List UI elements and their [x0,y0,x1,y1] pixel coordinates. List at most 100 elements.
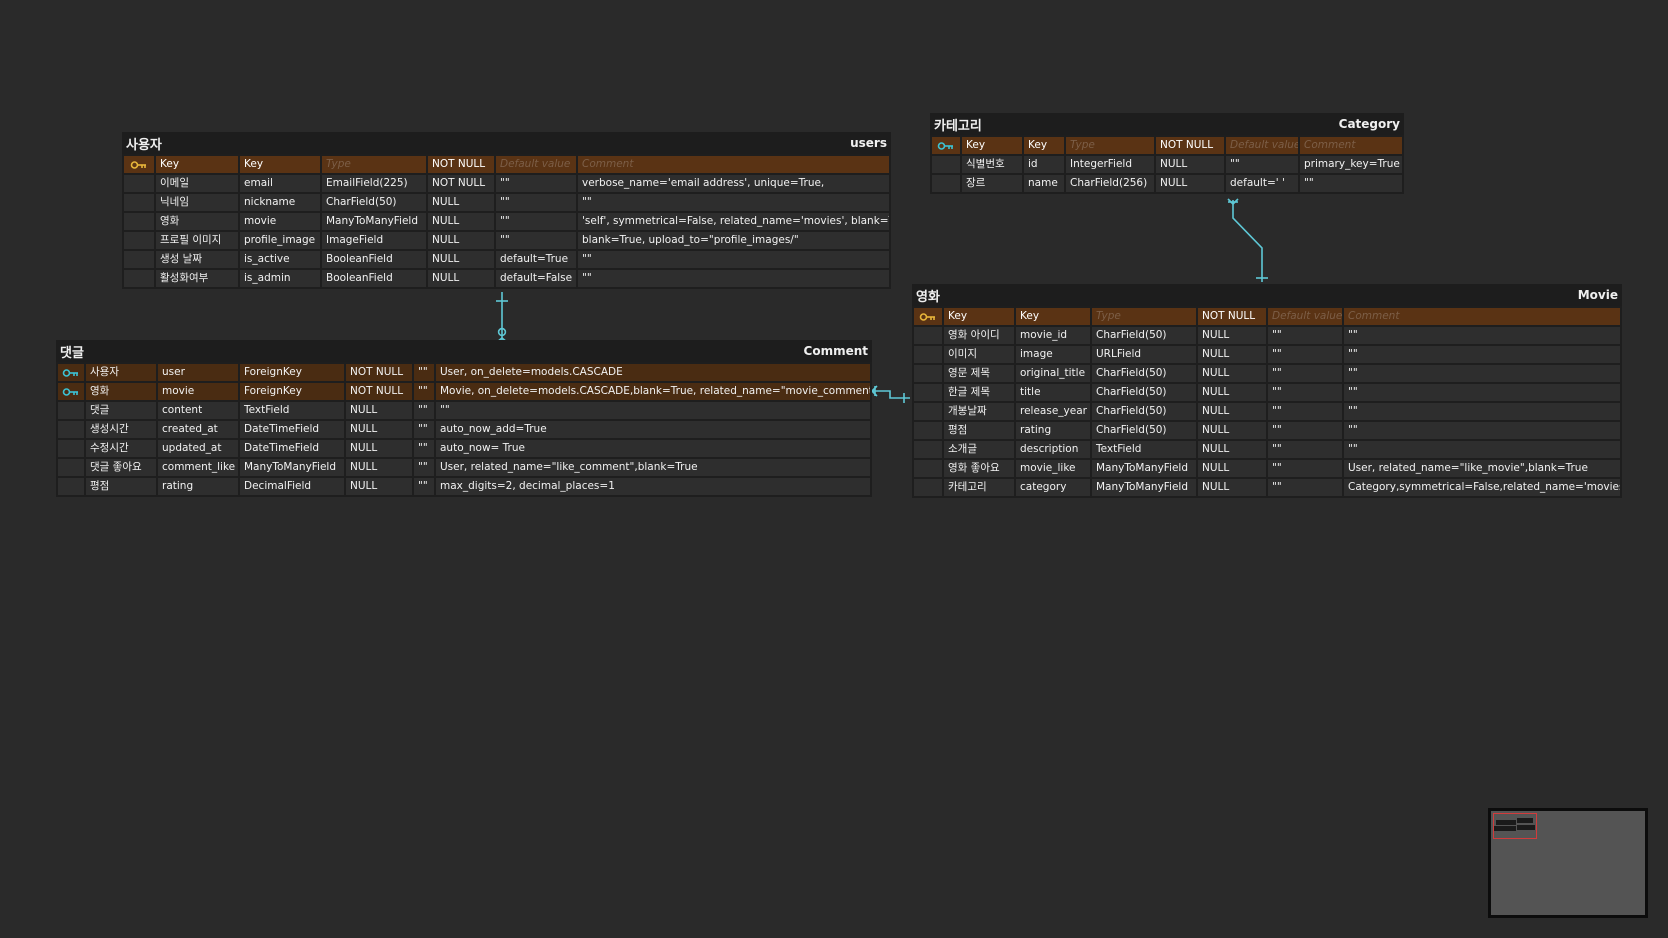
field-comment[interactable]: Category,symmetrical=False,related_name=… [1344,479,1620,496]
field-comment[interactable]: User, related_name="like_comment",blank=… [436,459,870,476]
field-default[interactable]: default=True [496,251,576,268]
column-header-default[interactable]: Default value [496,156,576,173]
field-row[interactable]: 영화 좋아요 movie_like ManyToManyField NULL "… [914,460,1620,477]
field-type[interactable]: DecimalField [240,478,344,495]
field-type[interactable]: CharField(50) [322,194,426,211]
field-row[interactable]: 평점 rating CharField(50) NULL "" "" [914,422,1620,439]
field-row[interactable]: 영문 제목 original_title CharField(50) NULL … [914,365,1620,382]
field-default[interactable]: "" [1268,460,1342,477]
field-default[interactable]: "" [414,459,434,476]
field-type[interactable]: ManyToManyField [322,213,426,230]
field-row[interactable]: 소개글 description TextField NULL "" "" [914,441,1620,458]
field-name[interactable]: created_at [158,421,238,438]
field-comment[interactable]: "" [1344,346,1620,363]
entity-header[interactable]: 영화 Movie [912,284,1622,306]
field-name[interactable]: movie [158,383,238,400]
field-comment[interactable]: "" [1300,175,1402,192]
field-comment[interactable]: 'self', symmetrical=False, related_name=… [578,213,889,230]
entity-header[interactable]: 댓글 Comment [56,340,872,362]
column-header-type[interactable]: Type [1066,137,1154,154]
entity-movie[interactable]: 영화 Movie Key Key Type NOT NULL Default v… [912,284,1622,498]
field-type[interactable]: TextField [240,402,344,419]
field-type[interactable]: URLField [1092,346,1196,363]
field-key[interactable]: 닉네임 [156,194,238,211]
field-row[interactable]: 이미지 image URLField NULL "" "" [914,346,1620,363]
field-name[interactable]: nickname [240,194,320,211]
field-type[interactable]: IntegerField [1066,156,1154,173]
field-comment[interactable]: "" [436,402,870,419]
field-comment[interactable]: verbose_name='email address', unique=Tru… [578,175,889,192]
field-null[interactable]: NULL [428,232,494,249]
field-null[interactable]: NULL [346,478,412,495]
field-type[interactable]: DateTimeField [240,421,344,438]
field-key[interactable]: 영문 제목 [944,365,1014,382]
field-row[interactable]: 사용자 user ForeignKey NOT NULL "" User, on… [58,364,870,381]
field-comment[interactable]: blank=True, upload_to="profile_images/" [578,232,889,249]
field-name[interactable]: name [1024,175,1064,192]
field-comment[interactable]: auto_now= True [436,440,870,457]
field-null[interactable]: NULL [428,194,494,211]
field-name[interactable]: user [158,364,238,381]
field-name[interactable]: updated_at [158,440,238,457]
field-comment[interactable]: "" [1344,384,1620,401]
field-row[interactable]: 평점 rating DecimalField NULL "" max_digit… [58,478,870,495]
field-null[interactable]: NULL [1156,156,1224,173]
field-default[interactable]: "" [414,478,434,495]
column-header-default[interactable]: Default value [1268,308,1342,325]
field-type[interactable]: CharField(50) [1092,327,1196,344]
field-name[interactable]: comment_like [158,459,238,476]
column-header-type[interactable]: Type [322,156,426,173]
field-type[interactable]: DateTimeField [240,440,344,457]
entity-header[interactable]: 카테고리 Category [930,113,1404,135]
field-type[interactable]: CharField(256) [1066,175,1154,192]
field-key[interactable]: 영화 [156,213,238,230]
field-default[interactable]: "" [496,175,576,192]
field-key[interactable]: 식별번호 [962,156,1022,173]
field-key[interactable]: 활성화여부 [156,270,238,287]
field-key[interactable]: 영화 좋아요 [944,460,1014,477]
field-name[interactable]: title [1016,384,1090,401]
field-name[interactable]: is_active [240,251,320,268]
minimap-viewport[interactable] [1493,813,1537,839]
field-null[interactable]: NULL [1198,346,1266,363]
field-type[interactable]: ForeignKey [240,383,344,400]
field-row[interactable]: 닉네임 nickname CharField(50) NULL "" "" [124,194,889,211]
field-comment[interactable]: max_digits=2, decimal_places=1 [436,478,870,495]
field-row[interactable]: 영화 movie ForeignKey NOT NULL "" Movie, o… [58,383,870,400]
field-row[interactable]: 생성시간 created_at DateTimeField NULL "" au… [58,421,870,438]
field-name[interactable]: id [1024,156,1064,173]
field-comment[interactable]: "" [1344,403,1620,420]
field-type[interactable]: CharField(50) [1092,422,1196,439]
field-null[interactable]: NULL [1198,384,1266,401]
field-key[interactable]: 사용자 [86,364,156,381]
field-default[interactable]: default=False [496,270,576,287]
field-comment[interactable]: primary_key=True [1300,156,1402,173]
field-key[interactable]: 평점 [944,422,1014,439]
field-type[interactable]: BooleanField [322,251,426,268]
field-key[interactable]: 생성 날짜 [156,251,238,268]
field-comment[interactable]: "" [1344,441,1620,458]
field-comment[interactable]: "" [578,270,889,287]
field-key[interactable]: 영화 아이디 [944,327,1014,344]
field-row[interactable]: 프로필 이미지 profile_image ImageField NULL ""… [124,232,889,249]
field-key[interactable]: 댓글 [86,402,156,419]
field-key[interactable]: 소개글 [944,441,1014,458]
field-default[interactable]: "" [1226,156,1298,173]
field-default[interactable]: "" [1268,365,1342,382]
field-null[interactable]: NOT NULL [428,175,494,192]
field-key[interactable]: 카테고리 [944,479,1014,496]
field-null[interactable]: NULL [346,459,412,476]
field-comment[interactable]: "" [578,251,889,268]
field-name[interactable]: content [158,402,238,419]
field-default[interactable]: "" [414,364,434,381]
field-row[interactable]: 한글 제목 title CharField(50) NULL "" "" [914,384,1620,401]
field-comment[interactable]: auto_now_add=True [436,421,870,438]
field-null[interactable]: NULL [1156,175,1224,192]
field-comment[interactable]: "" [1344,327,1620,344]
field-key[interactable]: 이메일 [156,175,238,192]
field-null[interactable]: NULL [346,440,412,457]
field-row[interactable]: 영화 아이디 movie_id CharField(50) NULL "" "" [914,327,1620,344]
field-type[interactable]: ManyToManyField [1092,479,1196,496]
field-row[interactable]: 이메일 email EmailField(225) NOT NULL "" ve… [124,175,889,192]
field-name[interactable]: image [1016,346,1090,363]
